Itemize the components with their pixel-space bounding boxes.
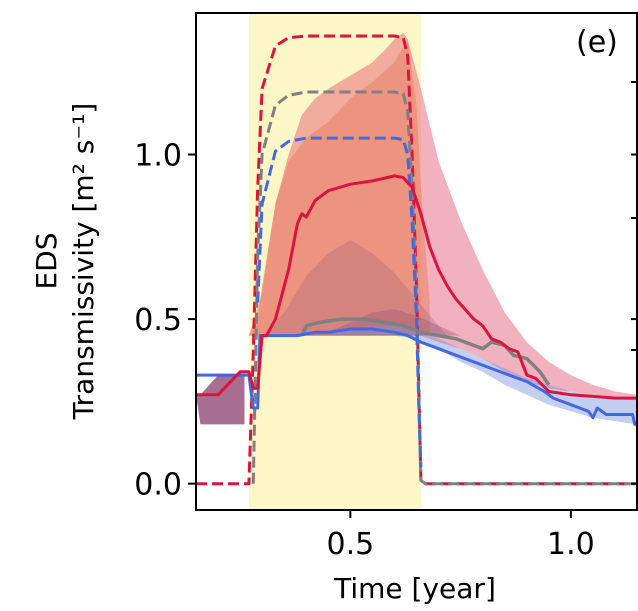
panel-label: (e) (576, 25, 618, 60)
y-tick-label: 1.0 (134, 139, 182, 174)
x-tick-label: 0.5 (326, 527, 374, 562)
uncertainty-band-6 (196, 375, 245, 425)
series-line-6 (196, 174, 636, 400)
y-axis-label-line1: EDS (30, 232, 63, 289)
series-line-4 (300, 317, 551, 386)
uncertainty-band-3 (262, 240, 448, 336)
series-line-3 (256, 136, 423, 468)
x-tick-label: 1.0 (547, 527, 595, 562)
y-axis-label-line2: Transmissivity [m² s⁻¹] (67, 103, 100, 421)
series-line-1 (196, 34, 636, 486)
y-tick-label: 0.5 (134, 303, 182, 338)
x-axis-label: Time [year] (333, 572, 496, 605)
plot-frame (195, 12, 638, 511)
axis-ticks: 0.0 0.5 1.0 0.5 1.0 (134, 81, 637, 562)
y-tick-label: 0.0 (134, 468, 182, 503)
plot-area (196, 13, 636, 510)
